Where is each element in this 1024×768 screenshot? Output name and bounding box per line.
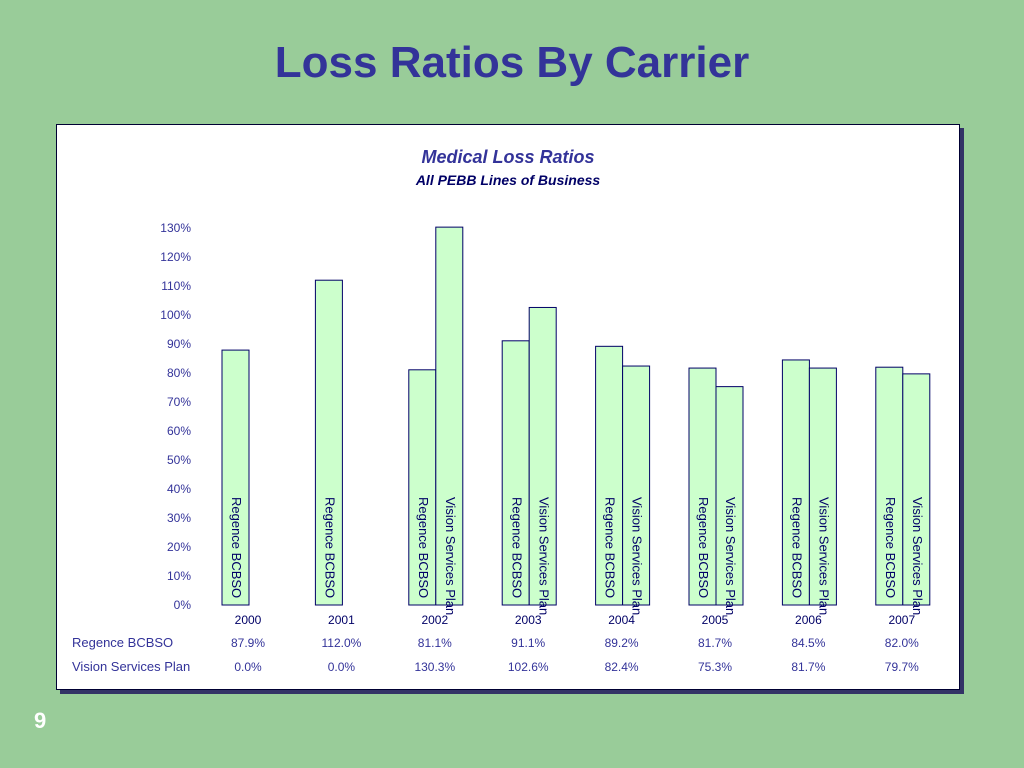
- table-value: 91.1%: [511, 636, 545, 650]
- y-tick-label: 30%: [167, 511, 191, 525]
- bar-series-label: Vision Services Plan: [630, 497, 645, 615]
- y-tick-label: 80%: [167, 366, 191, 380]
- y-tick-label: 50%: [167, 453, 191, 467]
- y-tick-label: 20%: [167, 540, 191, 554]
- table-value: 81.7%: [791, 660, 825, 674]
- x-category-label: 2006: [795, 613, 822, 627]
- loss-ratio-chart: Medical Loss Ratios All PEBB Lines of Bu…: [72, 147, 931, 674]
- y-tick-label: 70%: [167, 395, 191, 409]
- table-value: 89.2%: [605, 636, 639, 650]
- bar: [902, 373, 931, 606]
- x-category-label: 2001: [328, 613, 355, 627]
- table-value: 82.4%: [605, 660, 639, 674]
- bar: [435, 226, 464, 606]
- bar-series-label: Regence BCBSO: [883, 497, 898, 598]
- y-tick-label: 60%: [167, 424, 191, 438]
- x-category-label: 2005: [702, 613, 729, 627]
- bar-series-label: Regence BCBSO: [696, 497, 711, 598]
- bar: [715, 386, 744, 606]
- x-category-label: 2002: [421, 613, 448, 627]
- bar: [528, 306, 557, 606]
- bar-series-label: Regence BCBSO: [789, 497, 804, 598]
- table-value: 84.5%: [791, 636, 825, 650]
- page-number: 9: [34, 708, 47, 733]
- bar-series-label: Regence BCBSO: [603, 497, 618, 598]
- table-value: 112.0%: [321, 636, 361, 650]
- bar: [808, 367, 837, 606]
- table-value: 82.0%: [885, 636, 919, 650]
- y-axis: 0% 10% 20% 30% 40% 50% 60% 70% 80% 90% 100% 110% 120…: [160, 221, 191, 612]
- table-value: 0.0%: [234, 660, 262, 674]
- x-category-label: 2004: [608, 613, 635, 627]
- data-table: 2000 2001 2002 2003 2004 2005 2006 2007 Regence …: [72, 613, 919, 674]
- y-tick-label: 40%: [167, 482, 191, 496]
- y-tick-label: 100%: [160, 308, 191, 322]
- y-tick-label: 120%: [160, 250, 191, 264]
- bar: [314, 279, 343, 606]
- bar: [595, 345, 624, 606]
- table-series-name: Vision Services Plan: [72, 659, 190, 674]
- table-value: 130.3%: [414, 660, 455, 674]
- bar-series-label: Vision Services Plan: [723, 497, 738, 615]
- bar: [688, 367, 717, 606]
- bar: [875, 366, 904, 606]
- y-tick-label: 110%: [161, 279, 191, 293]
- table-value: 81.7%: [698, 636, 732, 650]
- table-series-name: Regence BCBSO: [72, 635, 173, 650]
- chart-title: Medical Loss Ratios: [421, 147, 594, 167]
- table-value: 0.0%: [328, 660, 356, 674]
- table-value: 81.1%: [418, 636, 452, 650]
- table-value: 75.3%: [698, 660, 732, 674]
- bar-series-label: Vision Services Plan: [910, 497, 925, 615]
- x-category-label: 2000: [235, 613, 262, 627]
- bar: [501, 340, 530, 606]
- slide-title: Loss Ratios By Carrier: [274, 38, 750, 87]
- table-value: 87.9%: [231, 636, 265, 650]
- bar-series-label: Vision Services Plan: [443, 497, 458, 615]
- bar: [622, 365, 651, 606]
- bar-series-label: Regence BCBSO: [229, 497, 244, 598]
- y-tick-label: 90%: [167, 337, 191, 351]
- y-tick-label: 130%: [160, 221, 191, 235]
- bar-series-label: Regence BCBSO: [509, 497, 524, 598]
- x-category-label: 2007: [888, 613, 915, 627]
- table-value: 102.6%: [508, 660, 549, 674]
- bar: [408, 369, 437, 606]
- bar-series-label: Vision Services Plan: [816, 497, 831, 615]
- y-tick-label: 0%: [174, 598, 192, 612]
- bar-series-label: Vision Services Plan: [536, 497, 551, 615]
- table-value: 79.7%: [885, 660, 919, 674]
- chart-subtitle: All PEBB Lines of Business: [415, 172, 601, 188]
- bar: [221, 349, 250, 606]
- x-category-label: 2003: [515, 613, 542, 627]
- bar-series-label: Regence BCBSO: [322, 497, 337, 598]
- y-tick-label: 10%: [167, 569, 191, 583]
- bar-series-label: Regence BCBSO: [416, 497, 431, 598]
- bars: Regence BCBSO Regence BCBSO Regence BCBSO V…: [221, 226, 931, 615]
- chart-panel: Medical Loss Ratios All PEBB Lines of Bu…: [56, 124, 960, 690]
